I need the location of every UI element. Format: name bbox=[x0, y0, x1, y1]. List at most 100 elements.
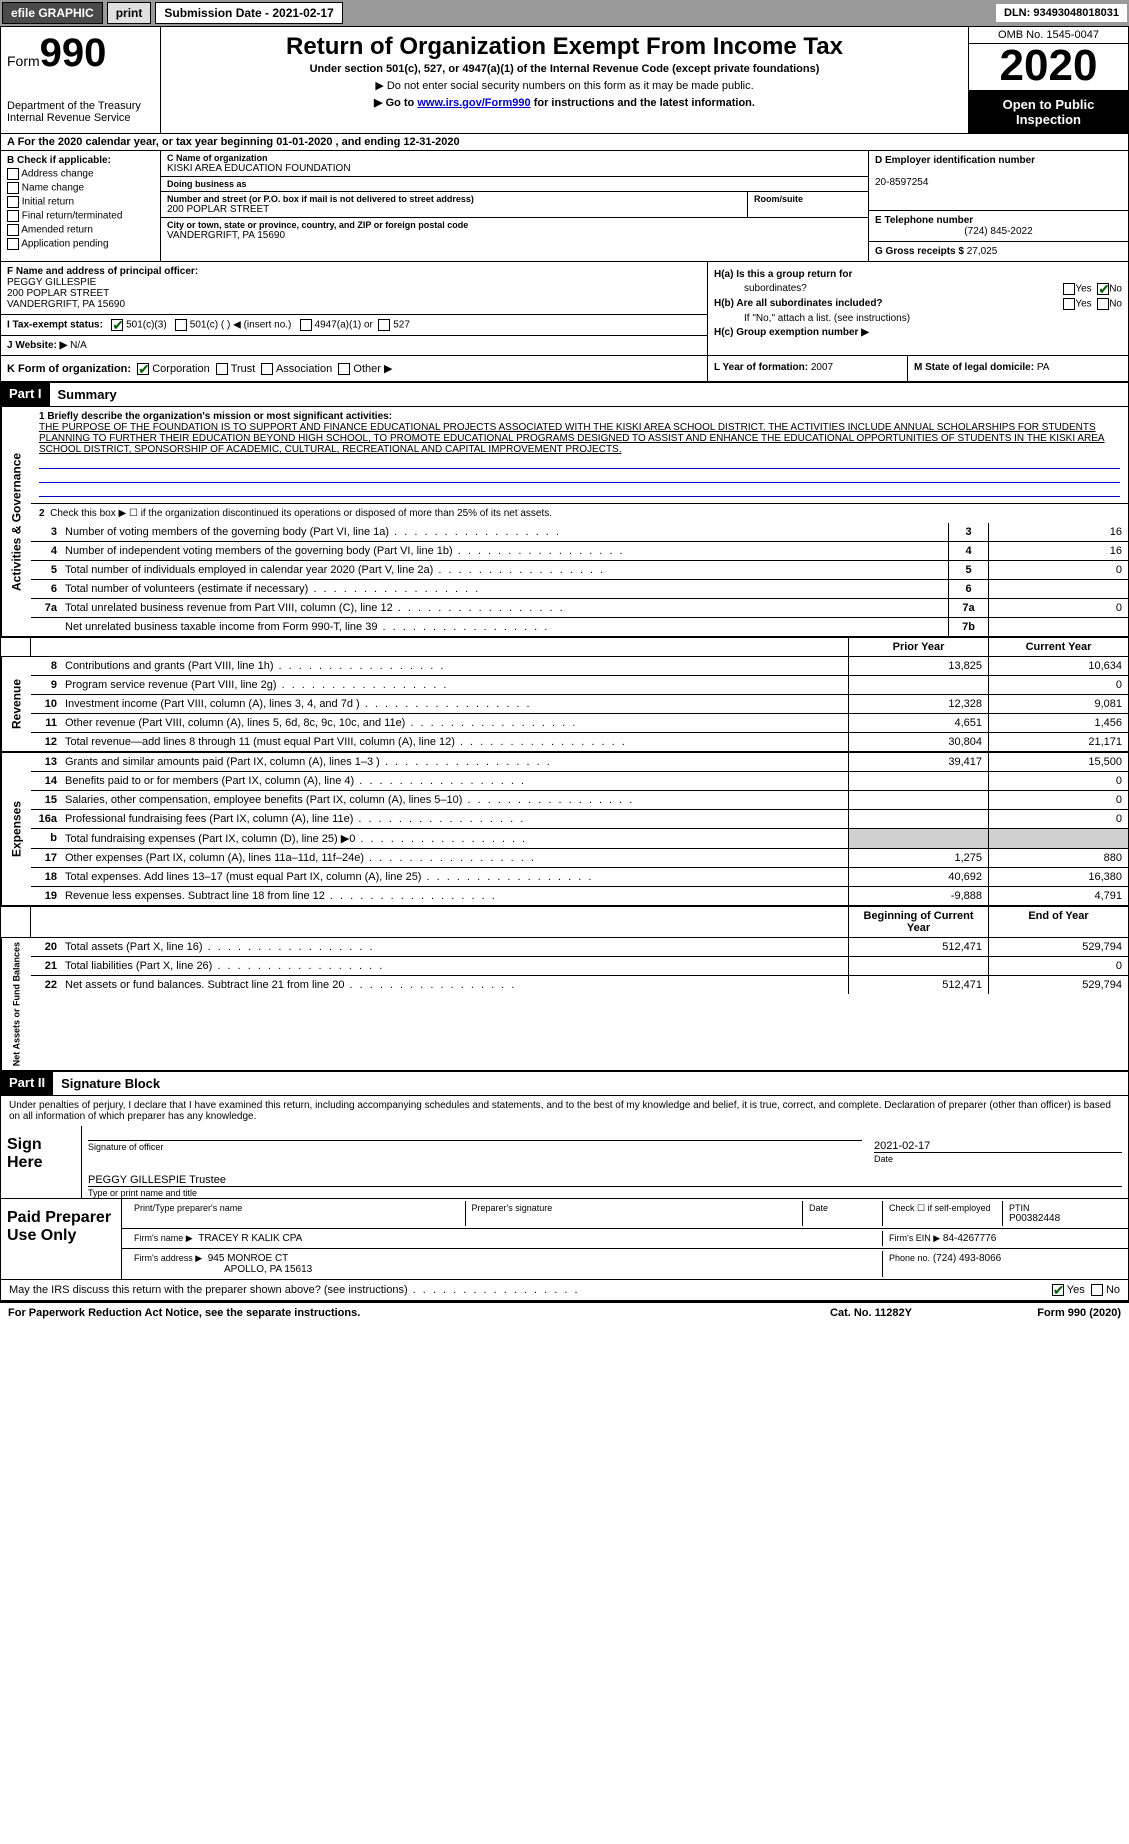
footer-form-prefix: Form bbox=[1037, 1307, 1068, 1319]
sign-here-label: Sign Here bbox=[1, 1126, 81, 1198]
line-prior bbox=[848, 791, 988, 809]
opt-501c3: 501(c)(3) bbox=[126, 320, 167, 331]
officer-name: PEGGY GILLESPIE bbox=[7, 277, 96, 288]
line-curr: 529,794 bbox=[988, 976, 1128, 994]
sig-date-value: 2021-02-17 bbox=[874, 1140, 1122, 1152]
ha-no: No bbox=[1109, 284, 1122, 295]
opt-501c: 501(c) ( ) ◀ (insert no.) bbox=[190, 320, 292, 331]
hb-yes: Yes bbox=[1075, 299, 1091, 310]
print-button[interactable]: print bbox=[107, 2, 152, 24]
line-num: 4 bbox=[31, 542, 61, 560]
line-num: 19 bbox=[31, 887, 61, 905]
ein-label: D Employer identification number bbox=[875, 155, 1035, 166]
box-b: B Check if applicable: Address change Na… bbox=[1, 151, 161, 261]
line-text: Contributions and grants (Part VIII, lin… bbox=[61, 657, 848, 675]
line-curr: 0 bbox=[988, 791, 1128, 809]
line-num: 16a bbox=[31, 810, 61, 828]
chk-ha-yes[interactable] bbox=[1063, 283, 1075, 295]
side-label-activities: Activities & Governance bbox=[1, 407, 31, 636]
year-formation-label: L Year of formation: bbox=[714, 362, 808, 373]
gross-receipts-label: G Gross receipts $ bbox=[875, 246, 964, 257]
chk-corp[interactable] bbox=[137, 363, 149, 375]
ha-yes: Yes bbox=[1075, 284, 1091, 295]
line-text: Number of independent voting members of … bbox=[61, 542, 948, 560]
chk-address-change[interactable]: Address change bbox=[7, 168, 154, 180]
chk-hb-yes[interactable] bbox=[1063, 298, 1075, 310]
chk-irs-yes[interactable] bbox=[1052, 1284, 1064, 1296]
footer-right: Form 990 (2020) bbox=[971, 1307, 1121, 1319]
form-number: 990 bbox=[40, 31, 107, 75]
line-num: 10 bbox=[31, 695, 61, 713]
line-2: 2 Check this box ▶ ☐ if the organization… bbox=[31, 503, 1128, 523]
addr-value: 200 POPLAR STREET bbox=[167, 204, 741, 215]
line-num: 6 bbox=[31, 580, 61, 598]
inspect-line2: Inspection bbox=[1016, 112, 1081, 127]
form-prefix: Form bbox=[7, 53, 40, 69]
part-2-label: Part II bbox=[1, 1072, 53, 1095]
chk-501c3[interactable] bbox=[111, 319, 123, 331]
part-2: Part II Signature Block Under penalties … bbox=[1, 1072, 1128, 1302]
opt-trust: Trust bbox=[231, 363, 256, 375]
line-curr: 0 bbox=[988, 957, 1128, 975]
line-num: 13 bbox=[31, 753, 61, 771]
chk-trust[interactable] bbox=[216, 363, 228, 375]
chk-4947[interactable] bbox=[300, 319, 312, 331]
col-prior-year: Prior Year bbox=[848, 638, 988, 656]
rev-header: Prior Year Current Year bbox=[1, 638, 1128, 657]
hb-label: H(b) Are all subordinates included? bbox=[714, 298, 883, 310]
chk-amended[interactable]: Amended return bbox=[7, 224, 154, 236]
officer-addr1: 200 POPLAR STREET bbox=[7, 288, 109, 299]
firm-name-value: TRACEY R KALIK CPA bbox=[198, 1233, 302, 1244]
line-prior bbox=[848, 772, 988, 790]
opt-4947: 4947(a)(1) or bbox=[315, 320, 373, 331]
chk-initial-return[interactable]: Initial return bbox=[7, 196, 154, 208]
line-val: 16 bbox=[988, 523, 1128, 541]
chk-527[interactable] bbox=[378, 319, 390, 331]
line-1: 1 Briefly describe the organization's mi… bbox=[31, 407, 1128, 503]
firm-addr1: 945 MONROE CT bbox=[208, 1253, 289, 1264]
line-6: 6Total number of volunteers (estimate if… bbox=[31, 580, 1128, 599]
dln-label: DLN: 93493048018031 bbox=[996, 4, 1127, 22]
line-num: 17 bbox=[31, 849, 61, 867]
phone-value: (724) 845-2022 bbox=[875, 226, 1122, 237]
line-curr: 0 bbox=[988, 676, 1128, 694]
line-prior bbox=[848, 810, 988, 828]
line-prior: 512,471 bbox=[848, 976, 988, 994]
side-label-expenses: Expenses bbox=[1, 753, 31, 905]
firm-addr2: APOLLO, PA 15613 bbox=[224, 1264, 312, 1275]
line-text: Revenue less expenses. Subtract line 18 … bbox=[61, 887, 848, 905]
line-12: 12Total revenue—add lines 8 through 11 (… bbox=[31, 733, 1128, 751]
line-text: Total assets (Part X, line 16) bbox=[61, 938, 848, 956]
col-fij: F Name and address of principal officer:… bbox=[1, 262, 708, 355]
box-f: F Name and address of principal officer:… bbox=[1, 262, 707, 315]
line-num: 11 bbox=[31, 714, 61, 732]
line-curr: 880 bbox=[988, 849, 1128, 867]
line-5: 5Total number of individuals employed in… bbox=[31, 561, 1128, 580]
hb-note: If "No," attach a list. (see instruction… bbox=[744, 313, 1122, 324]
ein-value: 20-8597254 bbox=[875, 177, 928, 188]
firm-addr-label: Firm's address ▶ bbox=[134, 1253, 202, 1263]
chk-final-return[interactable]: Final return/terminated bbox=[7, 210, 154, 222]
chk-ha-no[interactable] bbox=[1097, 283, 1109, 295]
line-18: 18Total expenses. Add lines 13–17 (must … bbox=[31, 868, 1128, 887]
line-text: Total liabilities (Part X, line 26) bbox=[61, 957, 848, 975]
chk-application-pending[interactable]: Application pending bbox=[7, 238, 154, 250]
line-curr: 529,794 bbox=[988, 938, 1128, 956]
line-1-label: 1 Briefly describe the organization's mi… bbox=[39, 411, 392, 422]
irs-link[interactable]: www.irs.gov/Form990 bbox=[417, 97, 530, 109]
chk-501c[interactable] bbox=[175, 319, 187, 331]
line-prior: -9,888 bbox=[848, 887, 988, 905]
chk-other[interactable] bbox=[338, 363, 350, 375]
chk-hb-no[interactable] bbox=[1097, 298, 1109, 310]
chk-name-change[interactable]: Name change bbox=[7, 182, 154, 194]
chk-assoc[interactable] bbox=[261, 363, 273, 375]
efile-badge: efile GRAPHIC bbox=[2, 2, 103, 24]
line-2-text: Check this box ▶ ☐ if the organization d… bbox=[50, 508, 552, 519]
org-name: KISKI AREA EDUCATION FOUNDATION bbox=[167, 163, 862, 174]
rev-side-stub bbox=[1, 638, 31, 656]
header-right: OMB No. 1545-0047 2020 Open to Public In… bbox=[968, 27, 1128, 133]
chk-label-5: Application pending bbox=[21, 239, 108, 250]
phone-label: E Telephone number bbox=[875, 215, 973, 226]
line-text: Net assets or fund balances. Subtract li… bbox=[61, 976, 848, 994]
chk-irs-no[interactable] bbox=[1091, 1284, 1103, 1296]
